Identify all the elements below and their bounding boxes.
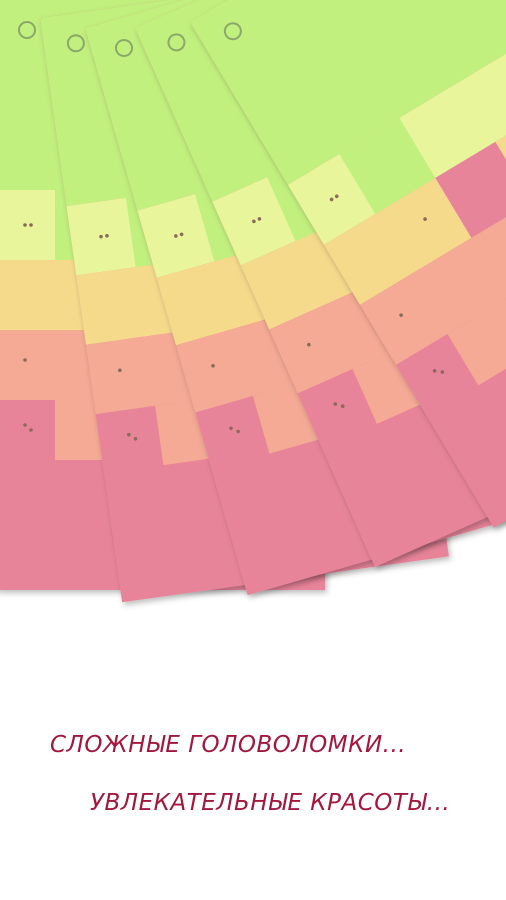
tagline: УВЛЕКАТЕЛЬНЫЕ КРАСОТЫ... [90, 790, 451, 816]
tagline: СЛОЖНЫЕ ГОЛОВОЛОМКИ... [50, 732, 407, 758]
card-fan [0, 0, 506, 604]
